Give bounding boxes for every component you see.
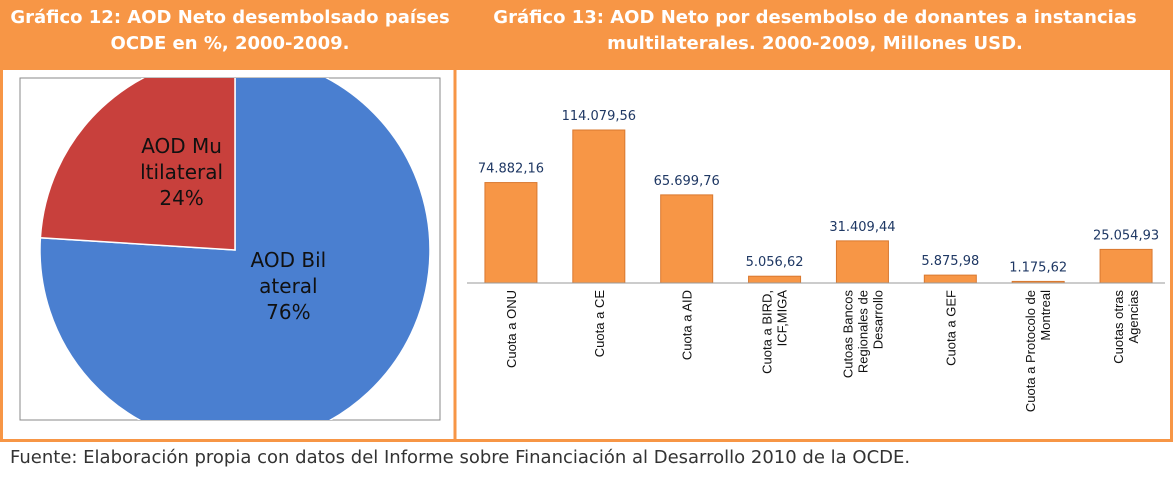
slice-value-label: 76% xyxy=(266,299,311,324)
bar-title: Gráfico 13: AOD Neto por desembolso de d… xyxy=(493,7,1137,54)
category-frame: Cutoas Bancos Regionales de Desarrollo xyxy=(839,290,885,379)
value-label: 5.875,98 xyxy=(921,254,979,269)
x-tick-label: Cuota a BIRD, ICF,MIGA xyxy=(759,290,790,374)
bar xyxy=(923,274,977,284)
slice-label: AOD Multilateral xyxy=(140,134,224,185)
pie-title: Gráfico 12: AOD Neto desembolsado países… xyxy=(10,7,450,54)
category-frame: Cuota a GEF xyxy=(942,290,958,366)
category-frame: Cuota a BIRD, ICF,MIGA xyxy=(759,290,790,374)
title-frame: Gráfico 12: AOD Neto desembolsado países… xyxy=(10,7,450,54)
value-label: 114.079,56 xyxy=(562,109,636,124)
value-label: 1.175,62 xyxy=(1009,260,1067,275)
slice-label: AOD Bilateral xyxy=(250,247,327,298)
bar xyxy=(660,194,714,284)
slice-value-label: 24% xyxy=(159,186,204,211)
header-band xyxy=(0,0,1173,70)
value-label: 5.056,62 xyxy=(746,255,804,270)
source-note: Fuente: Elaboración propia con datos del… xyxy=(10,447,911,468)
source-frame: Fuente: Elaboración propia con datos del… xyxy=(10,447,911,468)
pie xyxy=(39,78,431,420)
x-tick-label: Cuota a GEF xyxy=(942,290,958,366)
x-tick-label: Cutoas Bancos Regionales de Desarrollo xyxy=(839,290,885,379)
x-tick-label: Cuota a AID xyxy=(679,290,695,361)
bar xyxy=(484,182,538,284)
category-frame: Cuotas otras Agencias xyxy=(1111,290,1142,364)
pie-slice xyxy=(39,78,236,251)
category-frame: Cuota a Protocolo de Montreal xyxy=(1023,290,1054,413)
category-frame: Cuota a CE xyxy=(591,290,607,358)
bar xyxy=(835,240,889,284)
bar xyxy=(572,129,626,284)
title-frame: Gráfico 13: AOD Neto por desembolso de d… xyxy=(493,7,1137,54)
category-frame: Cuota a AID xyxy=(679,290,695,361)
bar xyxy=(748,275,802,284)
value-label: 31.409,44 xyxy=(829,220,895,235)
value-label: 74.882,16 xyxy=(478,162,544,177)
x-tick-label: Cuota a Protocolo de Montreal xyxy=(1023,290,1054,413)
x-tick-label: Cuotas otras Agencias xyxy=(1111,290,1142,364)
bar xyxy=(1099,248,1153,284)
value-label: 25.054,93 xyxy=(1093,228,1159,243)
value-label: 65.699,76 xyxy=(654,174,720,189)
frame xyxy=(0,0,1173,442)
category-frame: Cuota a ONU xyxy=(503,290,519,369)
pie-slice xyxy=(39,78,431,420)
x-tick-label: Cuota a CE xyxy=(591,290,607,358)
x-tick-label: Cuota a ONU xyxy=(503,290,519,369)
